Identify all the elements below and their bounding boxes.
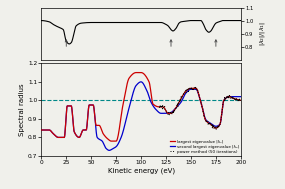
X-axis label: Kinetic energy (eV): Kinetic energy (eV) [107, 168, 175, 174]
Legend: largest eigenvalue |λ₁|, second largest eigenvalue |λ₂|, power method (50 iterat: largest eigenvalue |λ₁|, second largest … [170, 140, 239, 154]
Y-axis label: $|\lambda_2|/|\lambda_1|$: $|\lambda_2|/|\lambda_1|$ [258, 21, 266, 46]
Y-axis label: Spectral radius: Spectral radius [19, 83, 25, 136]
